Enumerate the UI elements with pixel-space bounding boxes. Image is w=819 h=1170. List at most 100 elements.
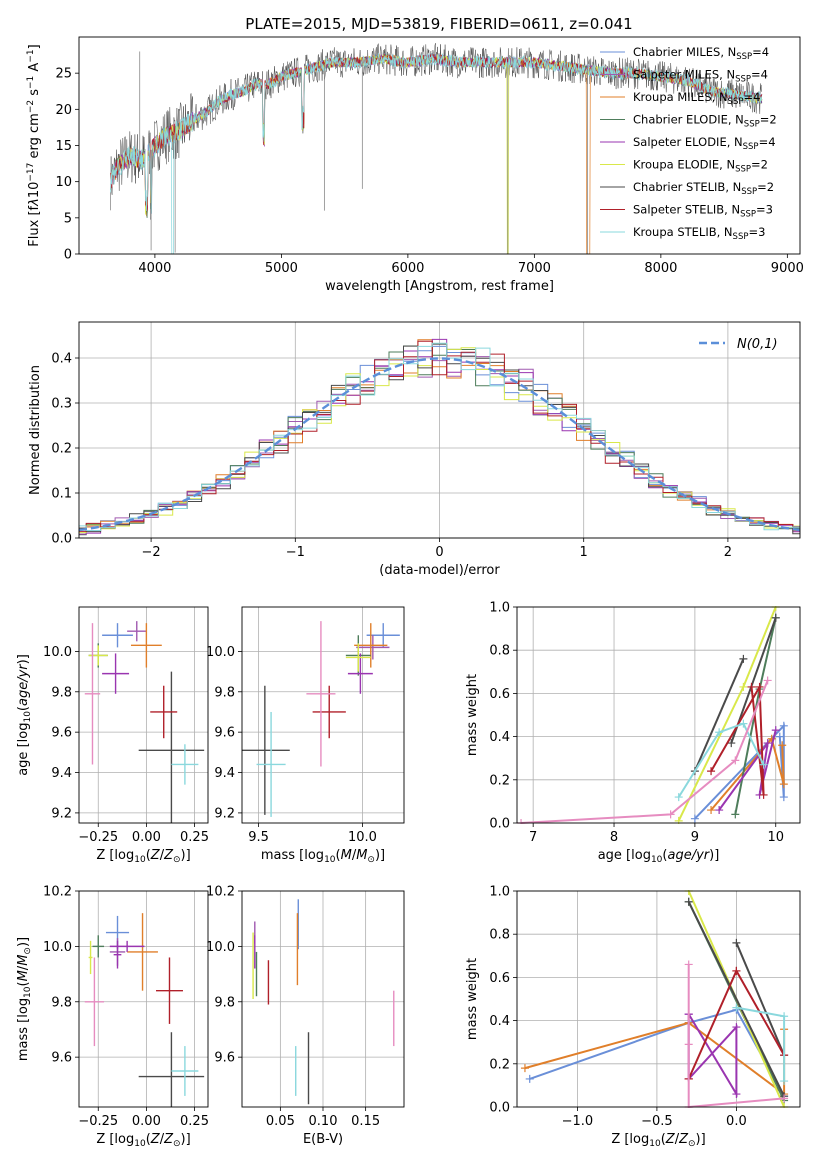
x-tick-label: 0.10 [309, 1114, 338, 1129]
y-tick-label: 9.8 [214, 995, 235, 1010]
figure-title: PLATE=2015, MJD=53819, FIBERID=0611, z=0… [245, 15, 632, 33]
errorbar-point [256, 711, 286, 817]
x-axis-label: wavelength [Angstrom, rest frame] [325, 279, 554, 294]
weight-marker [771, 726, 780, 735]
weight-series-line [735, 942, 786, 1056]
x-tick-label: 9000 [771, 261, 804, 276]
y-axis-label: mass weight [465, 674, 480, 756]
legend-entry: Salpeter ELODIE, NSSP=4 [633, 135, 776, 152]
errorbar-point [102, 653, 130, 694]
y-axis-label: mass weight [465, 958, 480, 1040]
weight-marker [779, 793, 788, 802]
x-tick-label: 0 [435, 545, 443, 560]
axes-weight_vs_Z: −1.0 −0.5 0.0 0.0 0.2 0.4 0.6 0.8 1.0 Z [log10(Z/… [465, 885, 801, 1149]
plot-frame [241, 890, 405, 1108]
plot-frame [516, 606, 801, 824]
y-tick-label: 10 [55, 175, 72, 190]
histogram-series [79, 339, 800, 532]
weight-series-line [693, 658, 745, 772]
y-tick-label: 1.0 [489, 601, 510, 616]
histogram-series [79, 342, 800, 531]
x-tick-label: 1 [580, 545, 588, 560]
x-axis-label: Z [log10(Z/Z⊙)] [96, 1132, 190, 1149]
weight-marker [779, 721, 788, 730]
weight-marker [780, 1094, 789, 1103]
axes-age_vs_mass: 9.5 10.0 9.2 9.4 9.6 9.8 10.0 mass [log10(M/M⊙)… [206, 606, 405, 865]
legend-entry: Chabrier MILES, NSSP=4 [633, 45, 769, 62]
x-tick-label: 7000 [518, 261, 551, 276]
y-tick-label: 9.6 [51, 726, 72, 741]
errorbar-point [127, 913, 158, 991]
x-tick-label: 10 [767, 830, 784, 845]
x-tick-label: 5000 [265, 261, 298, 276]
weight-marker [739, 682, 748, 691]
y-axis-label: Normed distribution [28, 365, 43, 495]
weight-marker [707, 767, 716, 776]
errorbar-point [88, 645, 108, 666]
weight-marker [727, 739, 736, 748]
y-tick-label: 0 [64, 248, 72, 263]
x-axis-label: (data-model)/error [379, 563, 500, 578]
weight-marker [780, 1012, 789, 1021]
weight-marker [739, 719, 748, 728]
x-tick-label: 9 [691, 830, 699, 845]
y-tick-label: 0.8 [489, 644, 510, 659]
y-tick-label: 9.8 [51, 995, 72, 1010]
weight-marker [775, 732, 784, 741]
errorbar-point [102, 623, 133, 648]
histogram-series [79, 340, 800, 532]
x-tick-label: 0.15 [351, 1114, 380, 1129]
weight-marker [759, 760, 768, 769]
weight-marker [759, 790, 768, 799]
x-axis-label: Z [log10(Z/Z⊙)] [96, 848, 190, 865]
errorbar-point [356, 635, 390, 660]
y-tick-label: 0.4 [489, 730, 510, 745]
y-tick-label: 1.0 [489, 885, 510, 900]
y-tick-label: 25 [55, 67, 72, 82]
y-tick-label: 9.6 [214, 1051, 235, 1066]
y-axis-label: mass [log10(M/M⊙)] [16, 937, 33, 1061]
y-tick-label: 9.4 [214, 766, 235, 781]
errorbar-point [113, 940, 122, 969]
weight-marker [779, 780, 788, 789]
axes-mass_vs_EBV: 0.05 0.10 0.15 9.6 9.8 10.0 10.2 E(B-V) [206, 885, 405, 1147]
axes-spectrum: 4000 5000 6000 7000 8000 9000 0 5 10 15 20 25 wavele… [26, 36, 804, 294]
y-axis-label: age [log10(age/yr)] [16, 654, 33, 776]
y-tick-label: 9.4 [51, 766, 72, 781]
y-tick-label: 10.2 [206, 885, 235, 900]
plot-frame [78, 321, 801, 539]
legend-entry: Kroupa STELIB, NSSP=3 [633, 225, 765, 242]
errorbar-group [84, 913, 205, 1107]
weight-marker [763, 676, 772, 685]
weight-marker [525, 1074, 534, 1083]
x-tick-label: 0.25 [180, 1114, 209, 1129]
weight-marker [778, 741, 787, 750]
errorbar-point [354, 623, 388, 668]
x-tick-label: −0.25 [78, 1114, 118, 1129]
errorbar-point [306, 621, 336, 767]
gaussian-curve [78, 357, 801, 532]
errorbar-point [138, 1032, 205, 1107]
x-tick-label: 0.00 [132, 1114, 161, 1129]
weight-marker [732, 1003, 741, 1012]
plot-frame [78, 36, 801, 255]
y-tick-label: 0.4 [489, 1014, 510, 1029]
weight-marker [780, 1077, 789, 1086]
series-group [517, 606, 788, 824]
y-tick-label: 10.0 [43, 645, 72, 660]
weight-marker [666, 810, 675, 819]
plot-frame [241, 606, 405, 824]
y-tick-label: 10.0 [43, 940, 72, 955]
weight-marker [731, 810, 740, 819]
x-tick-label: −2 [142, 545, 161, 560]
errorbar-group [242, 621, 400, 817]
plot-frame [516, 890, 801, 1108]
weight-series-line [687, 964, 785, 1108]
y-tick-label: 0.2 [51, 442, 72, 457]
y-tick-label: 0.8 [489, 928, 510, 943]
x-tick-label: −0.5 [641, 1114, 673, 1129]
x-tick-label: 0.25 [180, 830, 209, 845]
x-axis-label: E(B-V) [303, 1132, 343, 1147]
y-tick-label: 15 [55, 139, 72, 154]
y-tick-label: 5 [64, 211, 72, 226]
